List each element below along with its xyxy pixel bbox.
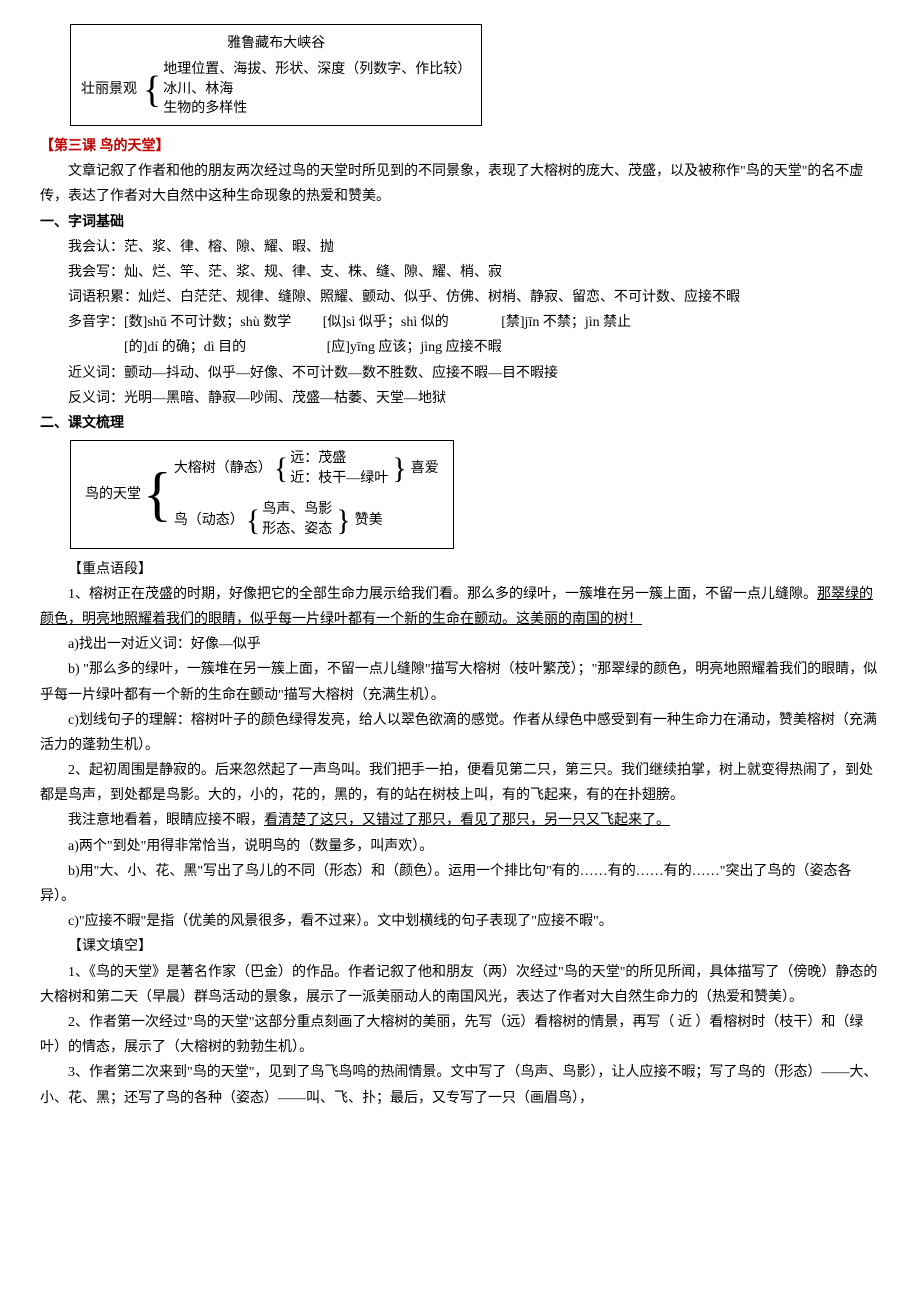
d2-b1-result: 喜爱 [411,458,439,479]
section1-heading: 一、字词基础 [40,210,880,235]
polyphonic-line1: 多音字：[数]shǔ 不可计数；shù 数学 [似]sì 似乎；shì 似的 [… [40,310,880,335]
brace-open-icon: { [143,467,172,521]
vocab-words: 词语积累：灿烂、白茫茫、规律、缝隙、照耀、颤动、似乎、仿佛、树梢、静寂、留恋、不… [40,285,880,310]
fill-1: 1、《鸟的天堂》是著名作家（巴金）的作品。作者记叙了他和朋友（两）次经过"鸟的天… [40,960,880,1010]
diagram-canyon-row: 壮丽景观 { 地理位置、海拔、形状、深度（列数字、作比较） 冰川、林海 生物的多… [81,60,471,119]
lesson3-heading: 【第三课 鸟的天堂】 [40,134,880,159]
diagram-canyon-item: 冰川、林海 [163,80,471,100]
brace-open-icon: { [246,507,260,534]
poly-2b: [应]yīng 应该；jìng 应接不暇 [327,340,502,355]
p2-b: b)用"大、小、花、黑"写出了鸟儿的不同（形态）和（颜色）。运用一个排比句"有的… [40,859,880,909]
brace-close-icon: } [336,507,350,534]
diagram-canyon-items: 地理位置、海拔、形状、深度（列数字、作比较） 冰川、林海 生物的多样性 [163,60,471,119]
d2-b1-item: 远：茂盛 [290,449,388,469]
p1-c: c)划线句子的理解：榕树叶子的颜色绿得发亮，给人以翠色欲滴的感觉。作者从绿色中感… [40,708,880,758]
key-passage-heading: 【重点语段】 [40,557,880,582]
synonyms: 近义词：颤动—抖动、似乎—好像、不可计数—数不胜数、应接不暇—目不暇接 [40,361,880,386]
passage2b: 我注意地看着，眼睛应接不暇，看清楚了这只，又错过了那只，看见了那只，另一只又飞起… [40,808,880,833]
diagram-canyon-root: 壮丽景观 [81,77,137,102]
p1-a: a)找出一对近义词：好像—似乎 [40,632,880,657]
antonyms: 反义词：光明—黑暗、静寂—吵闹、茂盛—枯萎、天堂—地狱 [40,386,880,411]
d2-b2-item: 鸟声、鸟影 [262,500,332,520]
poly-1c: [禁]jīn 不禁；jìn 禁止 [501,315,631,330]
fill-3: 3、作者第二次来到"鸟的天堂"，见到了鸟飞鸟鸣的热闹情景。文中写了（鸟声、鸟影）… [40,1060,880,1110]
poly-1a: 多音字：[数]shǔ 不可计数；shù 数学 [68,315,291,330]
d2-b2-label: 鸟（动态） [174,510,244,531]
fill-2: 2、作者第一次经过"鸟的天堂"这部分重点刻画了大榕树的美丽，先写（远）看榕树的情… [40,1010,880,1060]
passage2: 2、起初周围是静寂的。后来忽然起了一声鸟叫。我们把手一拍，便看见第二只，第三只。… [40,758,880,808]
poly-2a: [的]dí 的确；dì 目的 [124,340,246,355]
brace-open-icon: { [143,71,161,109]
d2-b2-item: 形态、姿态 [262,520,332,540]
poly-1b: [似]sì 似乎；shì 似的 [323,315,449,330]
vocab-recognize: 我会认：茫、浆、律、榕、隙、耀、暇、抛 [40,235,880,260]
lesson3-intro: 文章记叙了作者和他的朋友两次经过鸟的天堂时所见到的不同景象，表现了大榕树的庞大、… [40,159,880,209]
d2-b1-item: 近：枝干—绿叶 [290,469,388,489]
p2-c: c)"应接不暇"是指（优美的风景很多，看不过来）。文中划横线的句子表现了"应接不… [40,909,880,934]
diagram-canyon: 雅鲁藏布大峡谷 壮丽景观 { 地理位置、海拔、形状、深度（列数字、作比较） 冰川… [70,24,482,126]
brace-open-icon: { [274,455,288,482]
diagram-bird-heaven: 鸟的天堂 { 大榕树（静态） { 远：茂盛 近：枝干—绿叶 } 喜爱 鸟（动态）… [70,440,454,548]
diagram-canyon-item: 生物的多样性 [163,99,471,119]
section2-heading: 二、课文梳理 [40,411,880,436]
d2-b2-result: 赞美 [355,510,383,531]
polyphonic-line2: [的]dí 的确；dì 目的 [应]yīng 应该；jìng 应接不暇 [40,335,880,360]
d2-root: 鸟的天堂 [85,484,141,505]
p1-b: b) "那么多的绿叶，一簇堆在另一簇上面，不留一点儿缝隙"描写大榕树（枝叶繁茂）… [40,657,880,707]
p2-a: a)两个"到处"用得非常恰当，说明鸟的（数量多，叫声欢）。 [40,834,880,859]
passage1-prefix: 1、榕树正在茂盛的时期，好像把它的全部生命力展示给我们看。那么多的绿叶，一簇堆在… [68,587,817,602]
d2-b1-label: 大榕树（静态） [174,458,272,479]
diagram-canyon-title: 雅鲁藏布大峡谷 [81,31,471,56]
brace-close-icon: } [392,455,406,482]
fill-heading: 【课文填空】 [40,934,880,959]
passage2b-prefix: 我注意地看着，眼睛应接不暇， [68,813,264,828]
passage1: 1、榕树正在茂盛的时期，好像把它的全部生命力展示给我们看。那么多的绿叶，一簇堆在… [40,582,880,632]
passage2b-underline: 看清楚了这只，又错过了那只，看见了那只，另一只又飞起来了。 [264,813,670,828]
diagram-canyon-item: 地理位置、海拔、形状、深度（列数字、作比较） [163,60,471,80]
vocab-write: 我会写：灿、烂、竿、茫、浆、规、律、支、株、缝、隙、耀、梢、寂 [40,260,880,285]
